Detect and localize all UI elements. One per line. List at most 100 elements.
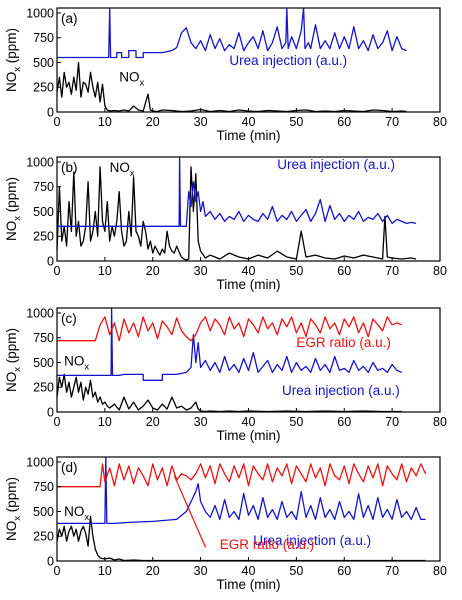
x-tick-label: 30 <box>194 415 208 429</box>
y-tick-label: 0 <box>47 555 54 569</box>
y-axis-label-sub: x <box>12 367 23 372</box>
series-label: EGR ratio (a.u.) <box>296 335 391 350</box>
series-label-text: Urea injection (a.u.) <box>282 383 400 398</box>
series-label-base: NO <box>64 504 84 519</box>
x-tick-label: 10 <box>98 264 112 278</box>
series-label-text: Urea injection (a.u.) <box>253 533 371 548</box>
series-label-text: Urea injection (a.u.) <box>277 157 395 172</box>
x-tick-label: 0 <box>54 115 61 129</box>
x-tick-label: 30 <box>194 264 208 278</box>
series-line <box>57 166 417 261</box>
series-label-base: NO <box>119 69 139 84</box>
x-tick-label: 40 <box>242 115 256 129</box>
series-label-text: EGR ratio (a.u.) <box>220 537 315 552</box>
x-tick-label: 40 <box>242 264 256 278</box>
x-tick-label: 70 <box>385 115 399 129</box>
x-axis-label: Time (min) <box>217 277 281 292</box>
series-label: Urea injection (a.u.) <box>253 533 371 548</box>
y-tick-label: 0 <box>47 106 54 120</box>
x-tick-label: 0 <box>54 564 61 578</box>
series-line <box>57 8 407 59</box>
y-tick-label: 250 <box>33 530 54 544</box>
x-axis-label: Time (min) <box>217 428 281 443</box>
x-tick-label: 50 <box>289 115 303 129</box>
series-label-sub: x <box>84 361 89 372</box>
y-axis-label: NOx (ppm) <box>4 477 23 541</box>
x-tick-label: 20 <box>146 415 160 429</box>
chart-panel: 0 10 20 30 40 50 60 70 80 0 250 500 750 1000 Time (min… <box>4 455 447 592</box>
x-tick-label: 60 <box>337 564 351 578</box>
series-label-base: NO <box>64 353 84 368</box>
x-tick-label: 50 <box>289 415 303 429</box>
series-label-base: NO <box>110 160 130 175</box>
y-axis-label-unit: (ppm) <box>4 328 19 367</box>
y-axis-label: NOx (ppm) <box>4 28 23 92</box>
x-tick-label: 0 <box>54 264 61 278</box>
series-line <box>57 316 402 342</box>
y-axis-label-sub: x <box>12 516 23 521</box>
series-line <box>57 308 402 381</box>
egr-pointer-line <box>173 475 206 548</box>
y-tick-label: 1000 <box>26 306 54 320</box>
y-tick-label: 1000 <box>26 6 54 20</box>
y-tick-label: 500 <box>33 356 54 370</box>
series-label-sub: x <box>84 512 89 523</box>
x-tick-label: 40 <box>242 564 256 578</box>
y-tick-label: 750 <box>33 31 54 45</box>
y-axis-label: NOx (ppm) <box>4 177 23 241</box>
series-label: NOx <box>119 69 144 88</box>
x-tick-label: 80 <box>433 115 447 129</box>
y-axis-label-base: NO <box>4 221 19 241</box>
series-line <box>57 61 407 112</box>
x-axis-label: Time (min) <box>217 128 281 143</box>
chart-panel: 0 10 20 30 40 50 60 70 80 0 250 500 750 1000 Time (min… <box>4 155 447 292</box>
x-tick-label: 10 <box>98 564 112 578</box>
y-tick-label: 750 <box>33 180 54 194</box>
x-tick-label: 20 <box>146 264 160 278</box>
series-label-text: Urea injection (a.u.) <box>229 53 347 68</box>
series-label: EGR ratio (a.u.) <box>220 537 315 552</box>
y-tick-label: 500 <box>33 205 54 219</box>
x-tick-label: 70 <box>385 264 399 278</box>
panel-label: (d) <box>61 460 78 475</box>
x-tick-label: 60 <box>337 115 351 129</box>
y-tick-label: 250 <box>33 81 54 95</box>
x-tick-label: 50 <box>289 264 303 278</box>
x-tick-label: 80 <box>433 564 447 578</box>
series-label-sub: x <box>139 77 144 88</box>
series-line <box>57 373 402 412</box>
x-tick-label: 60 <box>337 264 351 278</box>
series-label: NOx <box>64 504 89 523</box>
y-tick-label: 0 <box>47 406 54 420</box>
x-tick-label: 30 <box>194 564 208 578</box>
panel-label: (c) <box>61 311 77 326</box>
series-label: NOx <box>64 353 89 372</box>
series-line <box>57 157 417 227</box>
y-tick-label: 500 <box>33 505 54 519</box>
series-label: Urea injection (a.u.) <box>282 383 400 398</box>
y-axis-label-unit: (ppm) <box>4 477 19 516</box>
y-axis-label-base: NO <box>4 72 19 92</box>
series-label: Urea injection (a.u.) <box>277 157 395 172</box>
y-axis-label-unit: (ppm) <box>4 28 19 67</box>
series-label-sub: x <box>130 168 135 179</box>
x-tick-label: 60 <box>337 415 351 429</box>
y-tick-label: 1000 <box>26 455 54 469</box>
series-label-text: EGR ratio (a.u.) <box>296 335 391 350</box>
x-tick-label: 40 <box>242 415 256 429</box>
x-tick-label: 10 <box>98 115 112 129</box>
series-label: Urea injection (a.u.) <box>229 53 347 68</box>
x-tick-label: 80 <box>433 264 447 278</box>
y-tick-label: 0 <box>47 255 54 269</box>
chart-panel: 0 10 20 30 40 50 60 70 80 0 250 500 750 1000 Time (min… <box>4 6 447 143</box>
series-label: NOx <box>110 160 135 179</box>
y-axis-label: NOx (ppm) <box>4 328 23 392</box>
y-axis-label-sub: x <box>12 216 23 221</box>
x-tick-label: 30 <box>194 115 208 129</box>
x-tick-label: 20 <box>146 564 160 578</box>
x-tick-label: 0 <box>54 415 61 429</box>
panel-label: (a) <box>61 11 78 26</box>
series-line <box>57 463 427 488</box>
x-tick-label: 20 <box>146 115 160 129</box>
